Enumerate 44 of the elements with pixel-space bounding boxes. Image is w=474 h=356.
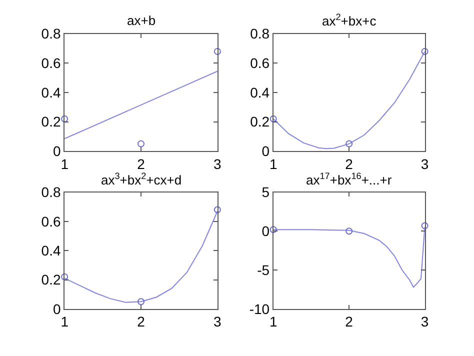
y-tick-label: 0.6	[41, 213, 61, 230]
x-tick-label: 2	[345, 156, 354, 172]
y-tick-label: 0.4	[41, 84, 61, 100]
point	[214, 206, 221, 214]
y-tick-label: 5	[262, 184, 270, 200]
y-tick-label: -5	[257, 262, 270, 278]
point	[61, 273, 68, 280]
y-tick-label: 0.6	[250, 55, 270, 72]
y-tick-label: 0.8	[41, 184, 61, 200]
y-tick-label: 0.2	[41, 114, 61, 130]
x-tick-label: 3	[420, 156, 429, 172]
x-tick-label: 1	[269, 156, 278, 172]
chart-title: ax+b	[127, 13, 156, 28]
chart-title: ax$^{17}$+bx$^{16}$+...+r	[306, 171, 392, 188]
x-tick-label: 3	[214, 156, 222, 172]
y-tick-label: 0	[52, 300, 61, 317]
point	[346, 140, 353, 148]
y-tick-label: 0.4	[250, 84, 270, 100]
y-tick-label: 0	[52, 143, 61, 160]
point	[214, 48, 221, 55]
chart-title: ax$^{2}$+bx+c	[322, 12, 377, 28]
x-tick-label: 1	[60, 314, 69, 330]
y-tick-label: -10	[249, 300, 270, 317]
y-tick-label: 0	[262, 223, 270, 240]
x-tick-label: 2	[137, 156, 146, 172]
y-tick-label: 0.2	[250, 114, 270, 130]
point	[270, 115, 277, 122]
x-tick-label: 2	[137, 314, 146, 330]
x-tick-label: 3	[214, 314, 222, 330]
x-tick-label: 2	[345, 314, 354, 330]
y-tick-label: 0.6	[41, 55, 61, 72]
x-tick-label: 1	[269, 314, 278, 330]
x-tick-label: 3	[420, 314, 429, 330]
point	[61, 115, 68, 122]
y-tick-label: 0.8	[41, 26, 61, 42]
x-tick-label: 1	[60, 156, 69, 172]
y-tick-label: 0.2	[41, 272, 61, 288]
y-tick-label: 0	[262, 143, 270, 160]
y-tick-label: 0.8	[250, 26, 270, 42]
point	[138, 140, 144, 148]
y-tick-label: 0.4	[41, 242, 61, 258]
point	[421, 48, 428, 55]
point	[138, 298, 144, 306]
chart-title: ax$^{3}$+bx$^{2}$+cx+d	[101, 171, 182, 188]
